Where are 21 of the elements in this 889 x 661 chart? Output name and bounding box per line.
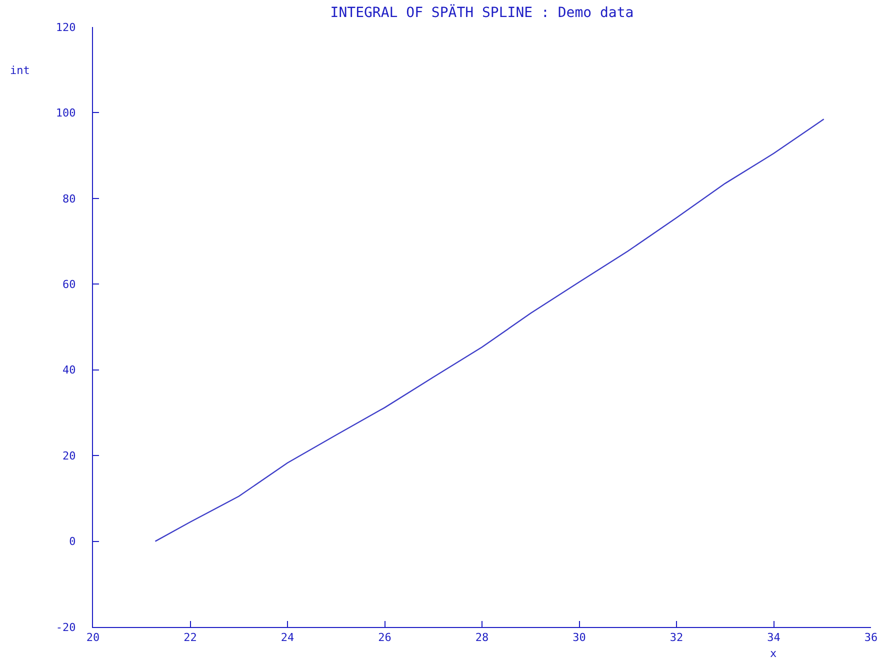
x-tick-label: 28 [475, 631, 489, 644]
y-tick-label: 120 [56, 20, 76, 34]
x-tick-label: 36 [864, 631, 878, 644]
x-tick-label: 34 [767, 631, 781, 644]
y-tick-label: -20 [56, 620, 76, 634]
x-tick-label: 26 [378, 631, 392, 644]
x-tick-label: 32 [670, 631, 684, 644]
chart-title: INTEGRAL OF SPÄTH SPLINE : Demo data [330, 4, 634, 21]
y-tick-label: 80 [62, 192, 76, 206]
x-tick-label: 30 [572, 631, 586, 644]
x-tick-label: 24 [280, 631, 294, 644]
y-tick-label: 0 [69, 535, 76, 548]
x-axis-title: x [770, 647, 777, 660]
y-tick-label: 100 [56, 106, 76, 120]
line-series [154, 118, 824, 542]
x-tick-label: 22 [184, 631, 197, 644]
x-tick-label: 20 [86, 631, 100, 644]
y-tick-label: 60 [62, 278, 76, 291]
y-tick-label: 40 [62, 364, 76, 377]
y-tick-label: 20 [62, 449, 76, 462]
y-axis-title: int [10, 64, 30, 77]
